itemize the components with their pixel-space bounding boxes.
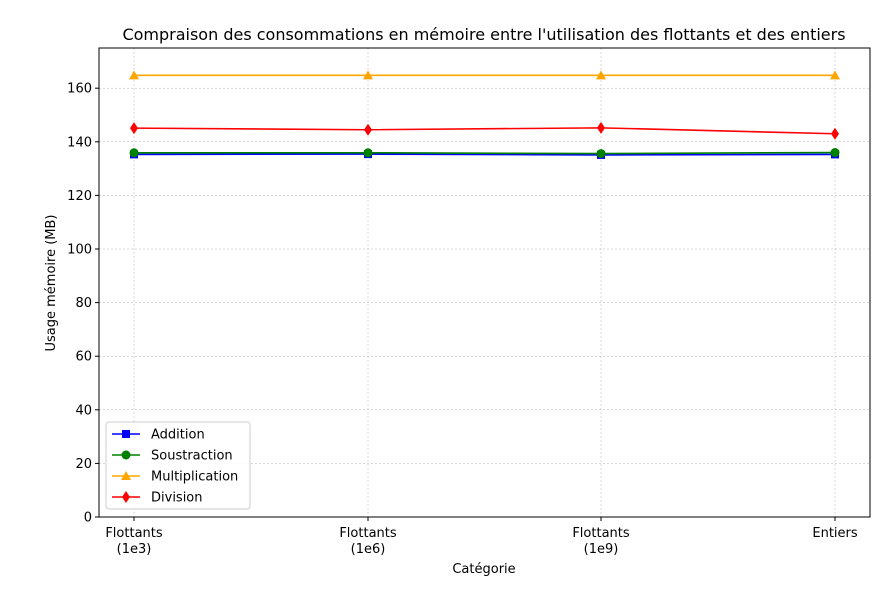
legend-entry: Soustraction	[112, 449, 233, 464]
x-axis: Flottants (1e3)Flottants (1e6)Flottants (1e…	[105, 517, 858, 557]
series-line	[134, 151, 836, 155]
legend-entry: Multiplication	[112, 470, 238, 485]
chart-title: Compraison des consommations en mémoire …	[122, 25, 845, 44]
series-line	[133, 127, 836, 135]
x-tick-label: Flottants (1e3)	[105, 526, 163, 557]
y-tick-label: 20	[75, 457, 92, 472]
y-axis: 0 20 40 60 80 100 120 140 160	[67, 82, 99, 526]
plot-area-frame	[98, 47, 871, 518]
x-axis-label: Catégorie	[452, 562, 515, 577]
series-division	[130, 121, 839, 140]
legend-entry: Division	[112, 491, 203, 506]
y-tick-label: 40	[75, 403, 92, 418]
x-tick-label-line: Flottants	[572, 526, 630, 541]
legend-label: Soustraction	[151, 449, 233, 464]
x-tick-label-line: (1e9)	[584, 542, 619, 557]
y-tick-label: 0	[84, 511, 92, 526]
data-point-square	[122, 430, 130, 438]
x-tick-label-line: Flottants	[339, 526, 397, 541]
series-addition	[130, 150, 839, 159]
data-point-diamond	[831, 127, 839, 140]
data-point-circle	[121, 450, 131, 460]
y-tick-label: 140	[67, 135, 92, 150]
y-tick-label: 80	[75, 296, 92, 311]
y-tick-label: 120	[67, 189, 92, 204]
series-soustraction	[129, 148, 840, 159]
x-tick-label: Flottants (1e6)	[339, 526, 397, 557]
data-point-diamond	[597, 121, 605, 134]
legend-entry: Addition	[112, 428, 205, 443]
legend-label: Addition	[151, 428, 205, 443]
data-point-circle	[129, 148, 139, 158]
data-point-triangle	[596, 70, 606, 80]
legend-frame	[105, 421, 251, 510]
y-axis-label: Usage mémoire (MB)	[44, 215, 59, 352]
series-line	[133, 153, 836, 156]
data-point-diamond	[364, 123, 372, 136]
y-tick-label: 160	[67, 82, 92, 97]
data-point-circle	[363, 148, 373, 158]
data-point-circle	[596, 149, 606, 159]
legend-label: Division	[151, 491, 203, 506]
x-tick-label-line: Entiers	[812, 526, 858, 541]
data-point-triangle	[363, 70, 373, 80]
series-multiplication	[129, 70, 840, 80]
data-point-diamond	[122, 491, 130, 503]
x-tick-label-line: (1e3)	[117, 542, 152, 557]
x-tick-label-line: Flottants	[105, 526, 163, 541]
data-point-circle	[830, 148, 840, 158]
data-point-triangle	[129, 70, 139, 80]
series-group	[129, 70, 840, 159]
data-point-triangle	[830, 70, 840, 80]
y-tick-label: 60	[75, 350, 92, 365]
x-tick-label-line: (1e6)	[351, 542, 386, 557]
data-point-diamond	[130, 122, 138, 135]
legend-label: Multiplication	[151, 470, 238, 485]
legend: Addition Soustraction Multiplication Divisi…	[105, 421, 251, 510]
x-tick-label: Flottants (1e9)	[572, 526, 630, 557]
x-tick-label: Entiers	[812, 526, 858, 541]
y-tick-label: 100	[67, 243, 92, 258]
data-point-triangle	[121, 471, 131, 480]
